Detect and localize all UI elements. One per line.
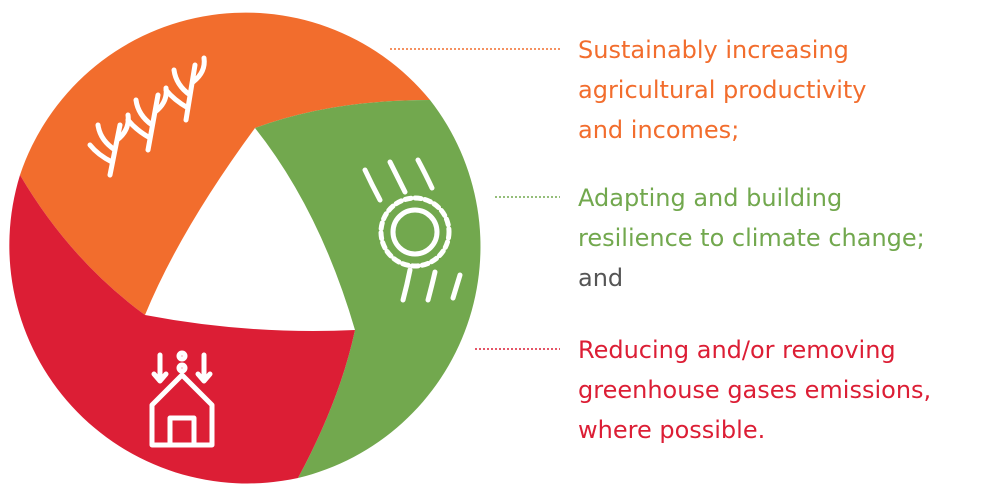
label-line: Reducing and/or removing	[578, 336, 896, 364]
barn-icon	[149, 350, 215, 448]
green-segment	[255, 100, 481, 478]
label-line: greenhouse gases emissions,	[578, 376, 931, 404]
label-line: Adapting and building	[578, 184, 842, 212]
label-line: agricultural productivity	[578, 76, 867, 104]
label-line: and incomes;	[578, 116, 739, 144]
label-line: resilience to climate change;	[578, 224, 925, 252]
sun-icon	[362, 157, 463, 303]
label-line: Sustainably increasing	[578, 36, 849, 64]
orange-segment	[20, 12, 430, 316]
red-segment	[9, 175, 355, 484]
label-line: where possible.	[578, 416, 765, 444]
wheat-icon	[87, 55, 207, 178]
label: Reducing and/or removing greenhouse gase…	[578, 336, 939, 444]
label-line: and	[578, 264, 623, 292]
label: Sustainably increasing agricultural prod…	[578, 36, 874, 144]
label: Adapting and building resilience to clim…	[578, 184, 932, 292]
